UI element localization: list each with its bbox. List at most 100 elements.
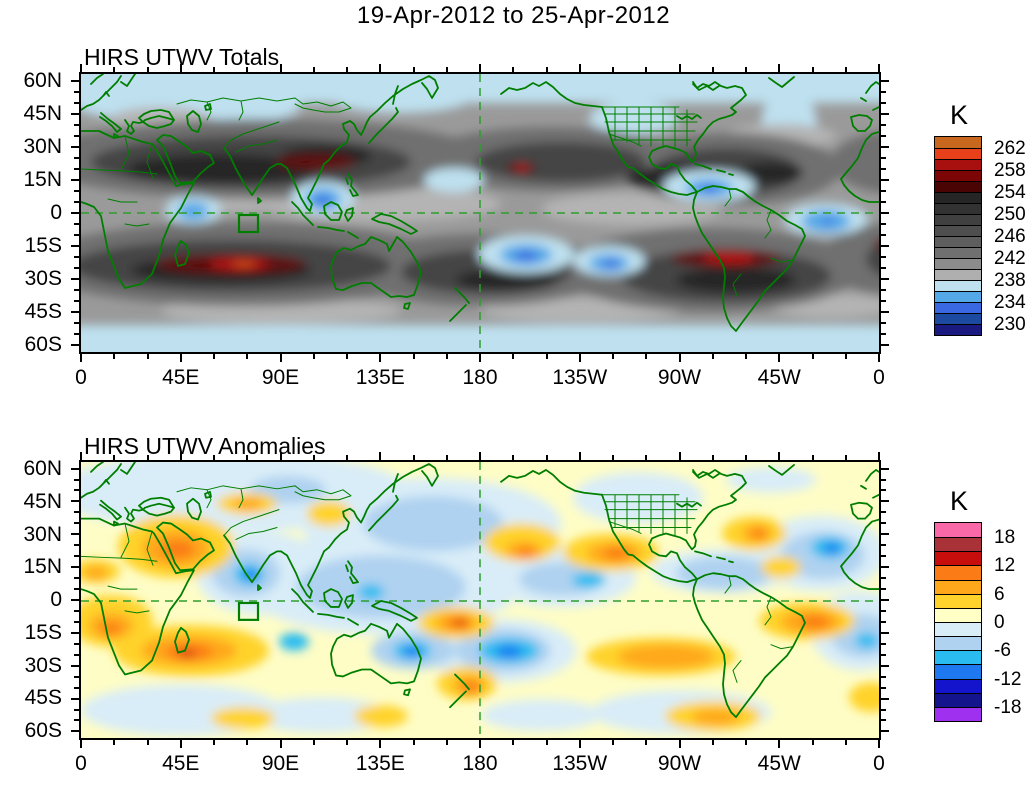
axis-tick <box>881 289 886 292</box>
axis-tick <box>881 522 886 525</box>
axis-tick <box>881 101 886 104</box>
colorbar-swatch <box>935 678 981 693</box>
colorbar-swatch <box>935 664 981 679</box>
axis-tick <box>881 322 886 325</box>
colorbar-swatch <box>935 706 981 721</box>
axis-tick <box>878 452 880 460</box>
lat-tick-label: 60N <box>23 69 62 92</box>
lat-tick-label: 0 <box>50 588 62 611</box>
axis-tick <box>479 740 481 748</box>
lat-tick-label: 45S <box>24 300 62 323</box>
axis-tick <box>545 740 548 745</box>
lat-tick-label: 60S <box>24 333 62 356</box>
axis-tick <box>71 467 79 470</box>
lon-tick-label: 135W <box>552 366 608 389</box>
totals-lon-axis: 0 45E 90E 135E 180 135W 90W 45W 0 <box>75 366 885 392</box>
axis-tick <box>312 354 315 359</box>
colorbar-swatch <box>935 181 981 192</box>
axis-tick <box>71 533 79 536</box>
axis-tick <box>578 452 581 460</box>
axis-tick <box>881 223 886 226</box>
axis-tick <box>778 64 781 72</box>
axis-tick <box>113 354 116 359</box>
axis-tick <box>881 256 886 259</box>
axis-tick <box>279 354 282 362</box>
colorbar-swatch <box>935 214 981 225</box>
colorbar-swatch <box>935 621 981 637</box>
axis-tick <box>881 112 889 115</box>
colorbar-swatch <box>935 225 981 236</box>
axis-tick <box>881 686 886 689</box>
lon-tick-label: 90W <box>657 366 702 389</box>
colorbar-swatch <box>935 313 981 324</box>
colorbar-value-label: -18 <box>994 696 1022 718</box>
axis-tick <box>71 112 79 115</box>
axis-tick <box>811 354 814 359</box>
lon-tick-label: 0 <box>873 366 885 389</box>
axis-tick <box>881 311 889 314</box>
axis-tick <box>479 354 481 362</box>
axis-tick <box>778 354 781 362</box>
colorbar-swatch <box>935 159 981 170</box>
axis-tick <box>881 145 889 148</box>
lon-tick-label: 135E <box>355 752 405 775</box>
axis-tick <box>881 588 886 591</box>
colorbar-value-label: 258 <box>994 160 1026 181</box>
colorbar-swatch <box>935 269 981 280</box>
lat-tick-label: 15S <box>24 620 62 644</box>
colorbar-value-label: 262 <box>994 138 1026 159</box>
axis-tick <box>881 156 886 159</box>
colorbar-swatch <box>935 137 981 148</box>
colorbar-value-label: 250 <box>994 204 1026 225</box>
colorbar-swatch <box>935 192 981 203</box>
axis-tick <box>71 664 79 667</box>
axis-tick <box>479 64 481 72</box>
axis-tick <box>878 740 880 748</box>
lon-tick-label: 45W <box>757 752 801 775</box>
axis-tick <box>379 740 382 748</box>
axis-tick <box>279 64 282 72</box>
lon-tick-label: 90W <box>657 752 702 775</box>
axis-tick <box>479 452 481 460</box>
colorbar-swatch <box>935 523 981 538</box>
axis-tick <box>881 609 886 612</box>
region-marker-square <box>237 601 260 621</box>
page-title: 19-Apr-2012 to 25-Apr-2012 <box>356 2 671 29</box>
axis-tick <box>881 708 886 711</box>
axis-tick <box>71 599 79 601</box>
axis-tick <box>246 354 249 359</box>
colorbar-swatches <box>934 136 982 336</box>
axis-tick <box>881 200 886 203</box>
axis-tick <box>279 740 282 748</box>
axis-tick <box>80 740 82 748</box>
lat-tick-label: 0 <box>50 201 62 224</box>
axis-tick <box>578 354 581 362</box>
axis-tick <box>881 566 889 569</box>
lat-tick-label: 60N <box>23 457 62 480</box>
colorbar-swatch <box>935 291 981 302</box>
colorbar-value-label: 254 <box>994 182 1026 203</box>
axis-tick <box>146 740 149 745</box>
axis-tick <box>346 354 348 359</box>
axis-tick <box>881 555 886 558</box>
colorbar-swatch <box>935 258 981 269</box>
colorbar-value-label: 230 <box>994 314 1026 335</box>
axis-tick <box>881 697 889 700</box>
axis-tick <box>881 664 889 667</box>
lon-tick-label: 90E <box>261 752 300 775</box>
equator-dashed-line <box>81 462 879 738</box>
colorbar-value-label: 234 <box>994 292 1026 313</box>
axis-tick <box>71 212 79 214</box>
axis-tick <box>778 452 781 460</box>
axis-tick <box>881 467 889 470</box>
colorbar-swatch <box>935 324 981 335</box>
lon-tick-label: 45E <box>162 752 200 775</box>
axis-tick <box>612 354 614 359</box>
axis-tick <box>881 489 886 492</box>
axis-tick <box>881 675 886 678</box>
axis-tick <box>881 577 886 580</box>
axis-tick <box>578 740 581 748</box>
colorbar-swatch <box>935 170 981 181</box>
axis-tick <box>213 354 215 359</box>
axis-tick <box>881 134 886 137</box>
